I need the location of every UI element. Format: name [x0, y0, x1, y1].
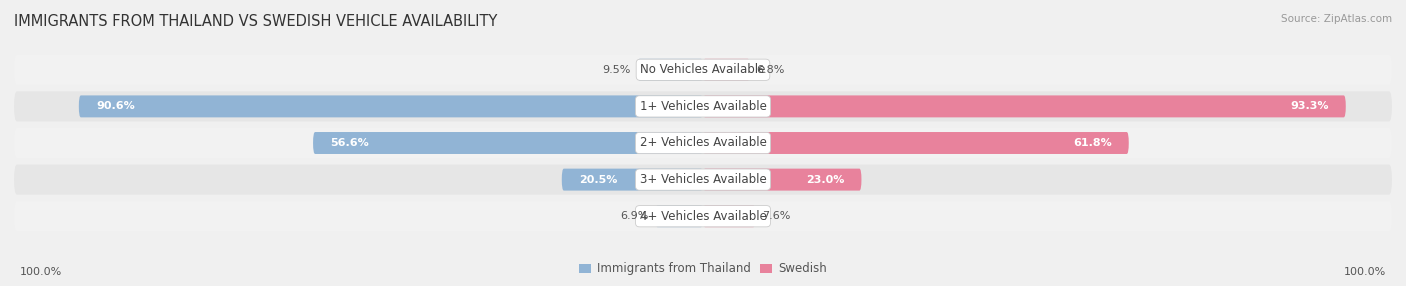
FancyBboxPatch shape — [703, 132, 1129, 154]
Text: 61.8%: 61.8% — [1073, 138, 1112, 148]
FancyBboxPatch shape — [637, 59, 703, 81]
FancyBboxPatch shape — [655, 205, 703, 227]
Text: Source: ZipAtlas.com: Source: ZipAtlas.com — [1281, 14, 1392, 24]
Text: IMMIGRANTS FROM THAILAND VS SWEDISH VEHICLE AVAILABILITY: IMMIGRANTS FROM THAILAND VS SWEDISH VEHI… — [14, 14, 498, 29]
Text: 90.6%: 90.6% — [96, 102, 135, 111]
FancyBboxPatch shape — [14, 165, 1392, 194]
Text: 3+ Vehicles Available: 3+ Vehicles Available — [640, 173, 766, 186]
Text: 100.0%: 100.0% — [1344, 267, 1386, 277]
Text: 1+ Vehicles Available: 1+ Vehicles Available — [640, 100, 766, 113]
Text: 4+ Vehicles Available: 4+ Vehicles Available — [640, 210, 766, 223]
FancyBboxPatch shape — [14, 92, 1392, 121]
Text: 93.3%: 93.3% — [1291, 102, 1329, 111]
FancyBboxPatch shape — [14, 128, 1392, 158]
FancyBboxPatch shape — [14, 201, 1392, 231]
Text: 2+ Vehicles Available: 2+ Vehicles Available — [640, 136, 766, 150]
Text: 6.9%: 6.9% — [620, 211, 648, 221]
Text: 6.8%: 6.8% — [756, 65, 785, 75]
FancyBboxPatch shape — [314, 132, 703, 154]
Text: 100.0%: 100.0% — [20, 267, 62, 277]
FancyBboxPatch shape — [703, 96, 1346, 117]
FancyBboxPatch shape — [79, 96, 703, 117]
Legend: Immigrants from Thailand, Swedish: Immigrants from Thailand, Swedish — [575, 258, 831, 280]
FancyBboxPatch shape — [14, 55, 1392, 85]
Text: No Vehicles Available: No Vehicles Available — [640, 63, 766, 76]
FancyBboxPatch shape — [703, 169, 862, 190]
Text: 7.6%: 7.6% — [762, 211, 790, 221]
FancyBboxPatch shape — [703, 59, 749, 81]
FancyBboxPatch shape — [562, 169, 703, 190]
Text: 56.6%: 56.6% — [330, 138, 368, 148]
Text: 9.5%: 9.5% — [602, 65, 631, 75]
FancyBboxPatch shape — [703, 205, 755, 227]
Text: 20.5%: 20.5% — [579, 175, 617, 184]
Text: 23.0%: 23.0% — [806, 175, 844, 184]
